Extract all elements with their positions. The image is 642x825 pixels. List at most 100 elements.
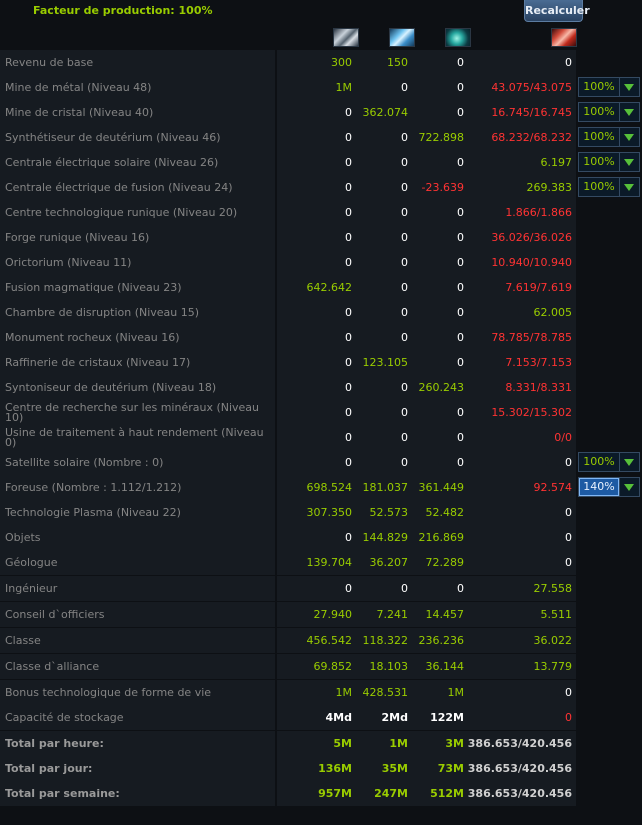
table-row: Satellite solaire (Nombre : 0) 0 0 0 0 100% xyxy=(0,450,642,475)
metal-value: 4Md xyxy=(277,705,354,730)
table-row: Technologie Plasma (Niveau 22) 307.350 52.… xyxy=(0,500,580,525)
table-row: Fusion magmatique (Niveau 23) 642.642 0 0 7.… xyxy=(0,275,580,300)
chevron-down-icon[interactable] xyxy=(619,453,639,471)
energy-value: 36.026/36.026 xyxy=(466,225,576,250)
production-rate-value[interactable]: 100% xyxy=(583,105,615,118)
production-rate-value[interactable]: 100% xyxy=(583,130,615,143)
deut-value: 0 xyxy=(410,200,466,225)
crystal-value: 144.829 xyxy=(354,525,410,550)
deut-value: 14.457 xyxy=(410,602,466,627)
deut-value: 0 xyxy=(410,400,466,425)
energy-value: 7.619/7.619 xyxy=(466,275,576,300)
energy-value: 386.653/420.456 xyxy=(466,731,576,756)
energy-value: 0/0 xyxy=(466,425,576,450)
table-row: Revenu de base 300 150 0 0 xyxy=(0,50,580,75)
crystal-value: 0 xyxy=(354,150,410,175)
crystal-value: 0 xyxy=(354,325,410,350)
crystal-value: 0 xyxy=(354,175,410,200)
table-row: Usine de traitement à haut rendement (Ni… xyxy=(0,425,580,450)
metal-value: 0 xyxy=(277,525,354,550)
row-label: Classe d`alliance xyxy=(0,654,275,679)
chevron-down-icon[interactable] xyxy=(619,178,639,196)
metal-value: 698.524 xyxy=(277,475,354,500)
chevron-down-icon[interactable] xyxy=(619,78,639,96)
crystal-value: 0 xyxy=(354,125,410,150)
metal-value: 0 xyxy=(277,400,354,425)
deut-value: 0 xyxy=(410,150,466,175)
production-rate-select[interactable]: 100% xyxy=(578,177,640,197)
table-row: Bonus technologique de forme de vie 1M 428… xyxy=(0,680,580,705)
table-row: Objets 0 144.829 216.869 0 xyxy=(0,525,580,550)
production-rate-value[interactable]: 140% xyxy=(579,478,619,496)
metal-value: 0 xyxy=(277,300,354,325)
table-row: Monument rocheux (Niveau 16) 0 0 0 78.785/78… xyxy=(0,325,580,350)
crystal-value: 118.322 xyxy=(354,628,410,653)
row-label: Syntoniseur de deutérium (Niveau 18) xyxy=(0,375,275,400)
energy-value: 0 xyxy=(466,550,576,575)
production-rate-select[interactable]: 100% xyxy=(578,127,640,147)
recalculate-button[interactable]: Recalculer xyxy=(524,0,590,22)
header-bar: Facteur de production: 100% Recalculer xyxy=(0,0,642,48)
crystal-value: 150 xyxy=(354,50,410,75)
crystal-value: 52.573 xyxy=(354,500,410,525)
energy-value: 0 xyxy=(466,525,576,550)
metal-value: 0 xyxy=(277,175,354,200)
deut-value: 216.869 xyxy=(410,525,466,550)
energy-value: 92.574 xyxy=(466,475,576,500)
row-label: Orictorium (Niveau 11) xyxy=(0,250,275,275)
production-rate-value[interactable]: 100% xyxy=(583,80,615,93)
energy-value: 0 xyxy=(466,705,576,730)
production-rate-select[interactable]: 140% xyxy=(578,477,640,497)
deut-value: 361.449 xyxy=(410,475,466,500)
deut-value: 0 xyxy=(410,275,466,300)
energy-value: 386.653/420.456 xyxy=(466,756,576,781)
deut-value: 512M xyxy=(410,781,466,806)
crystal-value: 1M xyxy=(354,731,410,756)
metal-value: 0 xyxy=(277,576,354,601)
energy-value: 8.331/8.331 xyxy=(466,375,576,400)
metal-value: 300 xyxy=(277,50,354,75)
energy-value: 62.005 xyxy=(466,300,576,325)
deut-value: 0 xyxy=(410,225,466,250)
energy-value: 269.383 xyxy=(466,175,576,200)
crystal-value: 0 xyxy=(354,400,410,425)
table-row: Classe 456.542 118.322 236.236 36.022 xyxy=(0,628,580,653)
crystal-value: 35M xyxy=(354,756,410,781)
metal-value: 0 xyxy=(277,200,354,225)
row-label: Forge runique (Niveau 16) xyxy=(0,225,275,250)
table-row: Forge runique (Niveau 16) 0 0 0 36.026/36.02… xyxy=(0,225,580,250)
crystal-value: 0 xyxy=(354,250,410,275)
deut-value: 0 xyxy=(410,350,466,375)
production-rate-select[interactable]: 100% xyxy=(578,77,640,97)
energy-value: 0 xyxy=(466,680,576,705)
metal-value: 5M xyxy=(277,731,354,756)
production-factor-title: Facteur de production: 100% xyxy=(33,4,213,17)
crystal-value: 0 xyxy=(354,225,410,250)
production-rate-value[interactable]: 100% xyxy=(583,180,615,193)
metal-value: 957M xyxy=(277,781,354,806)
production-rate-value[interactable]: 100% xyxy=(583,155,615,168)
production-rate-select[interactable]: 100% xyxy=(578,102,640,122)
production-rate-select[interactable]: 100% xyxy=(578,152,640,172)
table-row: Centrale électrique solaire (Niveau 26) 0… xyxy=(0,150,642,175)
row-label: Technologie Plasma (Niveau 22) xyxy=(0,500,275,525)
table-row: Centrale électrique de fusion (Niveau 24… xyxy=(0,175,642,200)
deut-value: -23.639 xyxy=(410,175,466,200)
deut-value: 0 xyxy=(410,300,466,325)
chevron-down-icon[interactable] xyxy=(619,478,639,496)
metal-value: 1M xyxy=(277,75,354,100)
production-rate-value[interactable]: 100% xyxy=(583,455,615,468)
energy-value: 27.558 xyxy=(466,576,576,601)
row-label: Synthétiseur de deutérium (Niveau 46) xyxy=(0,125,275,150)
chevron-down-icon[interactable] xyxy=(619,128,639,146)
chevron-down-icon[interactable] xyxy=(619,103,639,121)
row-label: Géologue xyxy=(0,550,275,575)
chevron-down-icon[interactable] xyxy=(619,153,639,171)
crystal-value: 0 xyxy=(354,576,410,601)
metal-value: 0 xyxy=(277,350,354,375)
crystal-value: 0 xyxy=(354,450,410,475)
energy-value: 15.302/15.302 xyxy=(466,400,576,425)
metal-value: 0 xyxy=(277,450,354,475)
production-rate-select[interactable]: 100% xyxy=(578,452,640,472)
energy-value: 78.785/78.785 xyxy=(466,325,576,350)
